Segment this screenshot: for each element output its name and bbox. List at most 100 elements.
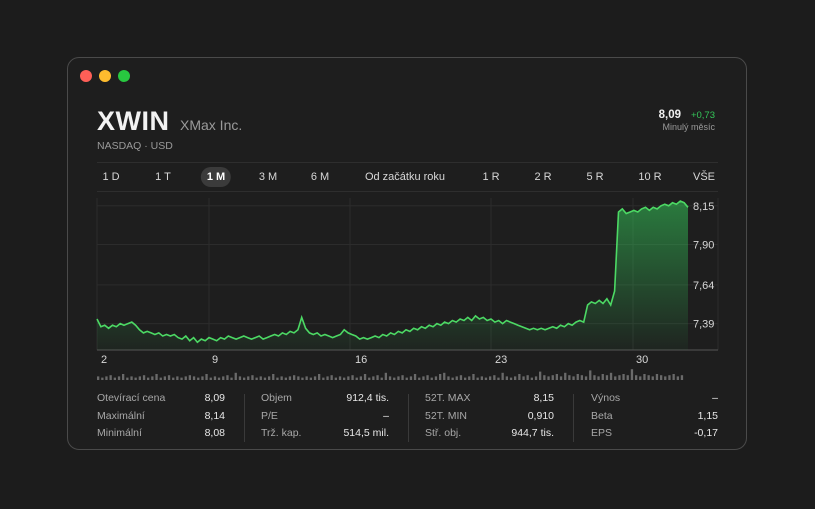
volume-bar [568, 375, 571, 380]
close-button[interactable] [80, 70, 92, 82]
stats-col-1: Otevírací cena 8,09 Maximální 8,14 Minim… [97, 392, 225, 444]
tab-5r[interactable]: 5 R [586, 171, 604, 183]
volume-bar [476, 377, 479, 380]
tab-ytd[interactable]: Od začátku roku [364, 171, 446, 183]
x-tick-label: 16 [355, 354, 367, 366]
volume-bar [301, 377, 304, 380]
stat-label: P/E [261, 409, 278, 422]
tab-10r[interactable]: 10 R [638, 171, 662, 183]
stat-label: Beta [591, 409, 613, 422]
stat-value: – [712, 392, 718, 404]
volume-bar [384, 372, 387, 380]
volume-bar [343, 377, 346, 380]
volume-bar [338, 376, 342, 380]
volume-bar [192, 376, 196, 380]
volume-bar [493, 375, 496, 380]
range-tabs: 1 D 1 T 1 M 3 M 6 M Od začátku roku 1 R … [97, 162, 718, 192]
volume-bar [622, 374, 625, 380]
volume-bar [255, 377, 258, 380]
volume-bar [284, 377, 287, 380]
volume-bar [309, 377, 312, 380]
tab-1r[interactable]: 1 R [482, 171, 500, 183]
volume-bar [142, 375, 146, 380]
volume-bar [539, 371, 542, 380]
volume-bar [322, 377, 325, 380]
volume-bar [635, 375, 638, 380]
stat-label: EPS [591, 427, 613, 439]
stats-divider [573, 394, 574, 442]
volume-bar [380, 377, 383, 380]
stats-table: Otevírací cena 8,09 Maximální 8,14 Minim… [97, 392, 718, 444]
tab-all[interactable]: VŠE [692, 171, 716, 183]
minimize-button[interactable] [99, 70, 111, 82]
volume-bar [501, 372, 504, 380]
volume-bar [464, 377, 467, 380]
volume-bar [580, 375, 583, 380]
price-area [97, 201, 688, 350]
volume-bar [572, 376, 575, 380]
stat-eps: EPS -0,17 [591, 427, 718, 445]
volume-bar [518, 374, 521, 380]
volume-bar [514, 376, 517, 380]
volume-bar [409, 376, 413, 380]
volume-bar [547, 376, 550, 380]
volume-bar [680, 375, 684, 380]
volume-bar [180, 377, 183, 380]
volume-bar [372, 376, 375, 380]
volume-bar [217, 377, 221, 380]
stat-label: 52T. MIN [425, 409, 468, 422]
volume-bar [272, 374, 275, 380]
volume-bar [134, 377, 137, 380]
current-price: 8,09 [658, 109, 681, 121]
volume-bar [468, 376, 471, 380]
volume-bar [355, 377, 358, 380]
volume-bar [434, 376, 438, 380]
volume-bar [543, 375, 546, 380]
volume-bar [443, 372, 446, 380]
volume-bar [247, 376, 250, 380]
tab-1t[interactable]: 1 T [155, 171, 171, 183]
volume-bar [359, 376, 362, 380]
volume-bar [209, 377, 212, 380]
volume-bar [534, 376, 538, 380]
price-chart[interactable]: 8,15 7,90 7,64 7,39 2 9 16 23 30 [68, 58, 746, 388]
exchange-currency: NASDAQ · USD [97, 140, 173, 152]
volume-bar [184, 376, 187, 380]
tab-1d[interactable]: 1 D [102, 171, 120, 183]
stats-col-4: Výnos – Beta 1,15 EPS -0,17 [591, 392, 718, 444]
zoom-button[interactable] [118, 70, 130, 82]
volume-bar [347, 376, 350, 380]
stats-col-3: 52T. MAX 8,15 52T. MIN 0,910 Stř. obj. 9… [425, 392, 554, 444]
volume-bar [172, 377, 175, 380]
tab-1m[interactable]: 1 M [200, 167, 232, 187]
stat-beta: Beta 1,15 [591, 410, 718, 428]
volume-bar [276, 377, 279, 380]
volume-bar [639, 376, 642, 380]
volume-bar [151, 376, 154, 380]
volume-bar [313, 376, 317, 380]
volume-bar [363, 374, 367, 380]
volume-bar [430, 377, 433, 380]
volume-bar [626, 375, 629, 380]
company-name: XMax Inc. [180, 117, 243, 133]
tab-6m[interactable]: 6 M [310, 171, 330, 183]
volume-bar [609, 372, 613, 380]
volume-bar [413, 374, 417, 380]
stat-52w-high: 52T. MAX 8,15 [425, 392, 554, 410]
volume-bar [418, 377, 421, 380]
volume-bar [251, 375, 254, 380]
volume-bar [555, 374, 558, 380]
tab-3m[interactable]: 3 M [258, 171, 278, 183]
volume-bar [126, 377, 129, 380]
volume-bar [676, 376, 679, 380]
volume-bar [497, 377, 500, 380]
stat-label: 52T. MAX [425, 392, 471, 404]
volume-bar [601, 374, 604, 380]
tab-2r[interactable]: 2 R [534, 171, 552, 183]
volume-bar [122, 374, 125, 380]
volume-bar [197, 377, 200, 380]
stat-value: 8,09 [204, 392, 225, 404]
volume-bar [226, 375, 229, 380]
x-tick-label: 23 [495, 354, 507, 366]
stat-high: Maximální 8,14 [97, 410, 225, 428]
